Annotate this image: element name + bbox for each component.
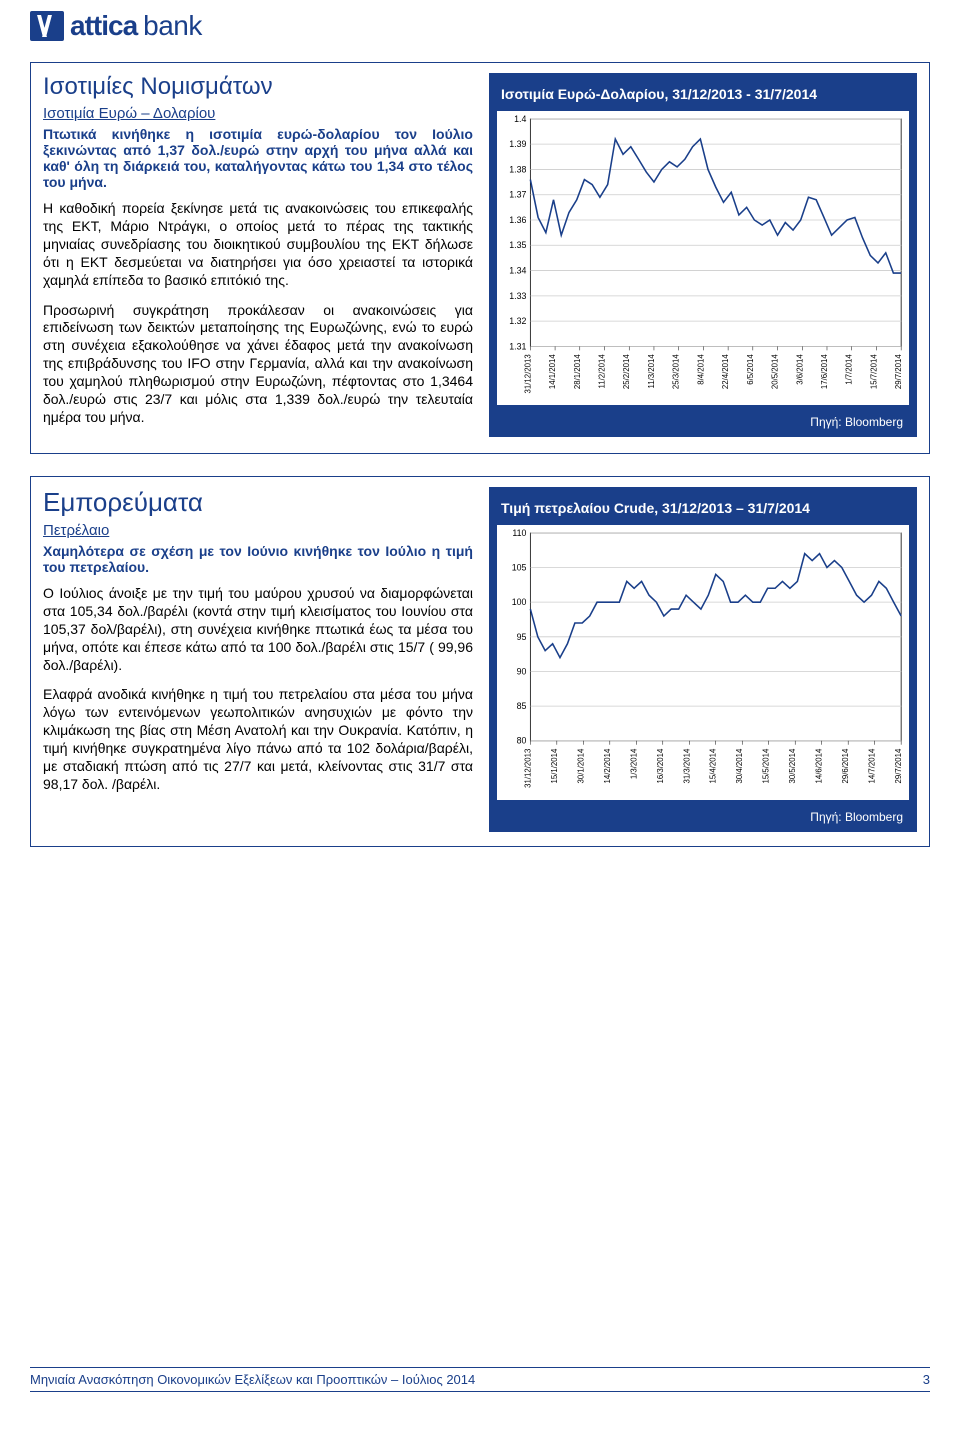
svg-text:1.36: 1.36 [509,215,526,225]
svg-text:11/3/2014: 11/3/2014 [647,354,656,389]
svg-text:105: 105 [512,562,527,572]
svg-text:1.35: 1.35 [509,240,526,250]
svg-text:6/5/2014: 6/5/2014 [746,354,755,385]
svg-text:30/5/2014: 30/5/2014 [788,748,797,783]
svg-text:15/5/2014: 15/5/2014 [762,748,771,783]
svg-text:25/2/2014: 25/2/2014 [622,354,631,389]
svg-text:29/7/2014: 29/7/2014 [894,748,903,783]
logo-text-strong: attica [70,10,137,42]
svg-text:95: 95 [517,632,527,642]
svg-text:17/6/2014: 17/6/2014 [820,354,829,389]
svg-text:14/2/2014: 14/2/2014 [603,748,612,783]
svg-text:16/3/2014: 16/3/2014 [656,748,665,783]
svg-text:31/12/2013: 31/12/2013 [523,354,532,394]
svg-text:8/4/2014: 8/4/2014 [696,354,705,385]
section1-title: Ισοτιμίες Νομισμάτων [43,73,473,101]
svg-text:1.34: 1.34 [509,266,526,276]
chart2-svg: 80 85 90 95 100 105 110 31/12/2013 15/1/2014 30/1… [497,525,909,800]
svg-text:14/1/2014: 14/1/2014 [548,354,557,389]
logo-mark-icon [30,11,64,41]
section-commodities: Εμπορεύματα Πετρέλαιο Χαμηλότερα σε σχέσ… [30,476,930,847]
svg-text:1.38: 1.38 [509,164,526,174]
section2-title: Εμπορεύματα [43,487,473,518]
svg-text:100: 100 [512,597,527,607]
section1-p2: Προσωρινή συγκράτηση προκάλεσαν οι ανακο… [43,302,473,427]
section2-lead: Χαμηλότερα σε σχέση με τον Ιούνιο κινήθη… [43,543,473,575]
svg-text:11/2/2014: 11/2/2014 [598,354,607,389]
chart2-title: Τιμή πετρελαίου Crude, 31/12/2013 – 31/7… [497,497,909,519]
svg-text:1/3/2014: 1/3/2014 [629,748,638,779]
section1-lead: Πτωτικά κινήθηκε η ισοτιμία ευρώ-δολαρίο… [43,126,473,190]
section1-p1: Η καθοδική πορεία ξεκίνησε μετά τις ανακ… [43,200,473,290]
svg-text:28/1/2014: 28/1/2014 [573,354,582,389]
chart1-svg: 1.31 1.32 1.33 1.34 1.35 1.36 1.37 1.38 1.39 1.4 3… [497,111,909,405]
svg-text:29/6/2014: 29/6/2014 [841,748,850,783]
svg-text:22/4/2014: 22/4/2014 [721,354,730,389]
svg-text:90: 90 [517,666,527,676]
svg-text:30/4/2014: 30/4/2014 [735,748,744,783]
svg-text:29/7/2014: 29/7/2014 [894,354,903,389]
svg-text:1.32: 1.32 [509,316,526,326]
chart1-title: Ισοτιμία Ευρώ-Δολαρίου, 31/12/2013 - 31/… [497,83,909,105]
section2-subtitle: Πετρέλαιο [43,522,473,539]
svg-text:1.31: 1.31 [509,341,526,351]
section2-p1: Ο Ιούλιος άνοιξε με την τιμή του μαύρου … [43,585,473,675]
svg-text:1/7/2014: 1/7/2014 [845,354,854,385]
svg-text:110: 110 [512,528,526,538]
svg-text:15/4/2014: 15/4/2014 [709,748,718,783]
page-footer: Μηνιαία Ανασκόπηση Οικονομικών Εξελίξεων… [30,1367,930,1392]
chart1-source: Πηγή: Bloomberg [497,413,909,431]
svg-text:1.39: 1.39 [509,139,526,149]
section-currencies: Ισοτιμίες Νομισμάτων Ισοτιμία Ευρώ – Δολ… [30,62,930,454]
svg-text:25/3/2014: 25/3/2014 [672,354,681,389]
svg-text:15/7/2014: 15/7/2014 [869,354,878,389]
svg-text:1.37: 1.37 [509,190,526,200]
svg-text:14/7/2014: 14/7/2014 [868,748,877,783]
chart2: 80 85 90 95 100 105 110 31/12/2013 15/1/2014 30/1… [497,525,909,800]
section2-p2: Ελαφρά ανοδικά κινήθηκε η τιμή του πετρε… [43,686,473,793]
svg-text:31/12/2013: 31/12/2013 [523,748,532,788]
svg-text:80: 80 [517,736,527,746]
logo-text-light: bank [143,10,202,42]
svg-text:85: 85 [517,701,527,711]
footer-text: Μηνιαία Ανασκόπηση Οικονομικών Εξελίξεων… [30,1372,475,1387]
svg-text:31/3/2014: 31/3/2014 [682,748,691,783]
svg-text:30/1/2014: 30/1/2014 [576,748,585,783]
svg-text:1.4: 1.4 [514,114,526,124]
svg-text:14/6/2014: 14/6/2014 [815,748,824,783]
svg-text:15/1/2014: 15/1/2014 [550,748,559,783]
svg-text:3/6/2014: 3/6/2014 [795,354,804,385]
svg-text:20/5/2014: 20/5/2014 [771,354,780,389]
chart1: 1.31 1.32 1.33 1.34 1.35 1.36 1.37 1.38 1.39 1.4 3… [497,111,909,405]
svg-text:1.33: 1.33 [509,291,526,301]
chart2-source: Πηγή: Bloomberg [497,808,909,826]
footer-page: 3 [923,1372,930,1387]
logo: attica bank [30,10,930,42]
section1-subtitle: Ισοτιμία Ευρώ – Δολαρίου [43,105,473,122]
